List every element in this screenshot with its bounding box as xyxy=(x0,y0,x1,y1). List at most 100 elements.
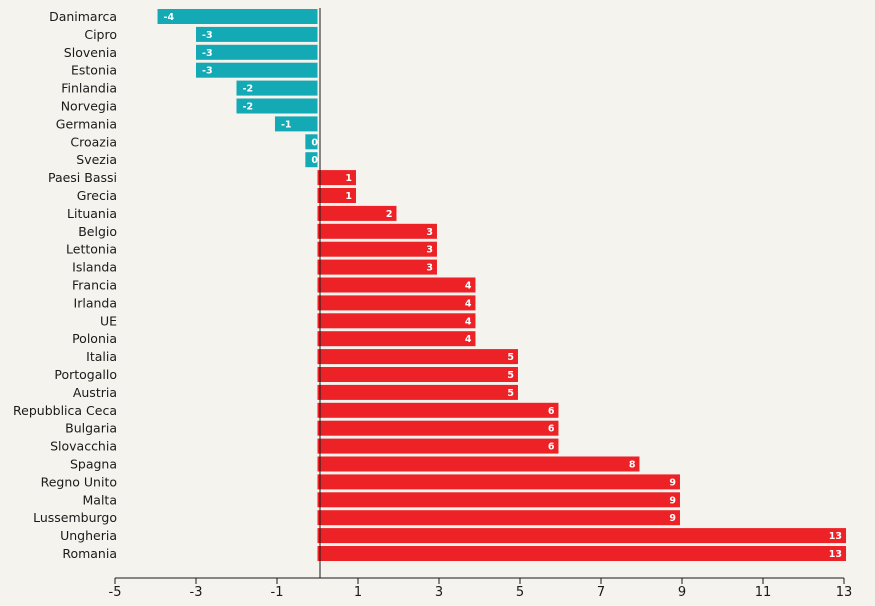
bar xyxy=(317,223,437,239)
category-label: Ungheria xyxy=(60,528,117,543)
data-label: 9 xyxy=(669,513,676,524)
category-label: Austria xyxy=(73,385,117,400)
bar xyxy=(196,62,318,78)
data-label: 4 xyxy=(465,334,472,345)
bar xyxy=(317,367,518,382)
data-label: -2 xyxy=(243,102,254,113)
category-label: Lettonia xyxy=(66,242,117,257)
data-label: 3 xyxy=(426,245,433,256)
bar xyxy=(317,331,476,347)
category-label: Spagna xyxy=(70,457,117,472)
category-label: Estonia xyxy=(71,63,117,78)
category-label: Malta xyxy=(83,492,117,507)
category-label: Irlanda xyxy=(74,295,117,310)
bar xyxy=(317,205,397,221)
data-label: 0 xyxy=(311,137,318,148)
bar xyxy=(317,277,476,293)
data-label: 4 xyxy=(465,298,472,309)
category-label: Grecia xyxy=(77,188,117,203)
x-tick-label: -1 xyxy=(271,585,284,600)
data-label: 4 xyxy=(465,281,472,292)
data-label: -3 xyxy=(202,48,213,59)
data-label: 9 xyxy=(669,495,676,506)
category-label: Paesi Bassi xyxy=(48,170,117,185)
category-label: Lussemburgo xyxy=(33,510,117,525)
category-label: Repubblica Ceca xyxy=(13,403,117,418)
category-label: Norvegia xyxy=(61,99,117,114)
x-axis: -5 -3 -1 1 3 5 7 9 11 13 xyxy=(109,8,853,600)
x-tick-label: 5 xyxy=(516,585,524,600)
data-label: 13 xyxy=(829,531,842,542)
data-label: 0 xyxy=(311,155,318,166)
category-label: Croazia xyxy=(70,134,117,149)
bar xyxy=(236,80,318,96)
bar xyxy=(317,259,437,275)
bar xyxy=(317,295,476,311)
data-label: 13 xyxy=(829,549,842,560)
category-label: Svezia xyxy=(76,152,117,167)
data-label: -4 xyxy=(164,12,175,23)
category-label: Finlandia xyxy=(61,81,117,96)
bar xyxy=(274,116,318,132)
data-label: 6 xyxy=(548,406,555,417)
bar xyxy=(317,384,518,400)
category-label: Cipro xyxy=(84,27,117,42)
data-label: 5 xyxy=(507,388,514,399)
category-label: Belgio xyxy=(78,224,117,239)
category-label: Polonia xyxy=(72,331,117,346)
bar xyxy=(317,313,476,329)
bar xyxy=(317,456,640,472)
data-label: 5 xyxy=(507,352,514,363)
category-label: Islanda xyxy=(72,260,117,275)
category-label: Portogallo xyxy=(54,367,117,382)
data-label: -3 xyxy=(202,66,213,77)
category-label: Germania xyxy=(56,116,117,131)
bar xyxy=(317,546,847,561)
category-label: Italia xyxy=(86,349,117,364)
x-tick-label: 13 xyxy=(836,585,853,600)
category-label: Regno Unito xyxy=(41,474,117,489)
x-tick-label: -5 xyxy=(109,585,122,600)
category-label: Francia xyxy=(72,278,117,293)
category-label: Romania xyxy=(62,546,117,561)
bar xyxy=(317,241,437,257)
data-label: -3 xyxy=(202,30,213,41)
bar xyxy=(317,349,518,365)
data-label: 3 xyxy=(426,227,433,238)
category-label: UE xyxy=(100,313,117,328)
data-label: 9 xyxy=(669,477,676,488)
bar xyxy=(317,170,356,186)
data-label: 1 xyxy=(345,173,352,184)
data-label: 3 xyxy=(426,263,433,274)
category-label: Slovenia xyxy=(64,45,117,60)
data-label: 4 xyxy=(465,316,472,327)
bar xyxy=(317,528,847,544)
bar xyxy=(196,44,318,60)
bar xyxy=(157,9,318,24)
bar xyxy=(317,438,559,454)
category-labels-group: Danimarca Cipro Slovenia Estonia Finlandia No… xyxy=(13,9,117,561)
category-label: Bulgaria xyxy=(65,421,117,436)
category-label: Danimarca xyxy=(49,9,117,24)
bar xyxy=(317,188,356,203)
bar xyxy=(236,98,318,114)
x-tick-label: 7 xyxy=(597,585,605,600)
bar xyxy=(317,474,680,490)
data-label: 1 xyxy=(345,191,352,202)
data-label: 6 xyxy=(548,442,555,453)
bar xyxy=(305,152,318,168)
data-label: 8 xyxy=(629,460,636,471)
category-label: Lituania xyxy=(67,206,117,221)
x-tick-label: 1 xyxy=(354,585,362,600)
data-label: -2 xyxy=(243,84,254,95)
data-label: 2 xyxy=(386,209,393,220)
x-tick-label: -3 xyxy=(190,585,203,600)
bar xyxy=(317,402,559,418)
x-tick-label: 11 xyxy=(755,585,772,600)
bar xyxy=(317,510,680,526)
bar xyxy=(317,420,559,436)
data-label: 5 xyxy=(507,370,514,381)
bar xyxy=(305,134,318,150)
x-tick-label: 9 xyxy=(678,585,686,600)
